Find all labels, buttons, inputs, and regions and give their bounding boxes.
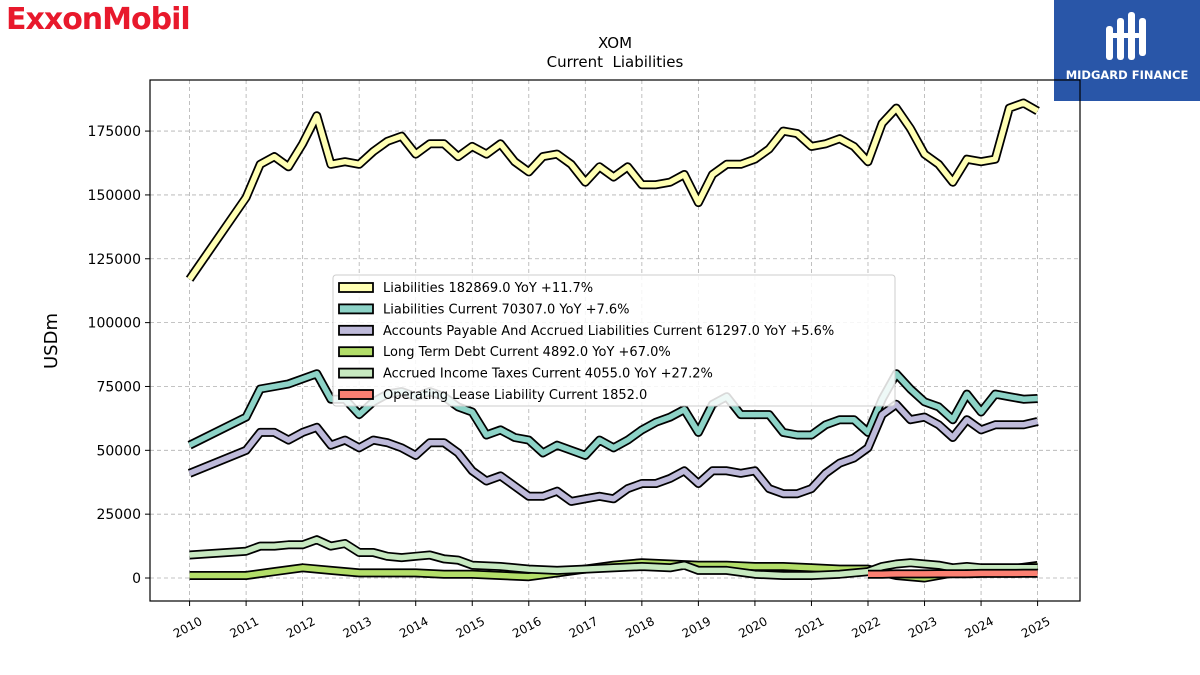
series-4 <box>189 535 1038 580</box>
legend-swatch <box>338 389 374 400</box>
series-line <box>188 370 1038 459</box>
x-tick-label: 2014 <box>397 614 431 641</box>
legend-swatch <box>338 367 374 379</box>
x-tick-label: 2013 <box>341 614 375 641</box>
legend-swatch <box>338 303 374 315</box>
series-5 <box>868 568 1038 579</box>
x-tick-label: 2011 <box>227 614 261 641</box>
series-2 <box>187 399 1039 506</box>
legend-label: Liabilities Current 70307.0 YoY +7.6% <box>383 302 630 317</box>
legend-swatch <box>338 346 374 358</box>
y-tick-label: 50000 <box>96 443 141 459</box>
y-tick-label: 25000 <box>96 507 141 523</box>
x-tick-label: 2016 <box>510 614 544 641</box>
x-tick-label: 2010 <box>171 614 205 641</box>
y-tick-label: 100000 <box>88 316 141 332</box>
x-tick-label: 2025 <box>1019 614 1053 641</box>
exxonmobil-logo: ExxonMobil <box>6 2 191 37</box>
y-tick-label: 125000 <box>88 252 141 268</box>
y-tick-label: 75000 <box>96 379 141 395</box>
chart-subtitle: Current Liabilities <box>547 53 684 71</box>
plot-frame <box>149 79 1081 602</box>
x-tick-label: 2018 <box>623 614 657 641</box>
series-line <box>868 570 1038 577</box>
series-line <box>189 536 1038 579</box>
x-tick-label: 2020 <box>736 614 770 641</box>
series-0 <box>185 98 1040 282</box>
x-tick-label: 2019 <box>680 614 714 641</box>
series-line <box>188 401 1039 505</box>
x-tick-label: 2023 <box>906 614 940 641</box>
series-layer <box>185 98 1040 583</box>
legend-swatch <box>338 282 374 293</box>
x-tick-label: 2021 <box>793 614 827 641</box>
midgard-finance-logo: MIDGARD FINANCE <box>1054 0 1200 101</box>
legend-label: Liabilities 182869.0 YoY +11.7% <box>383 281 593 296</box>
series-1 <box>187 369 1038 460</box>
legend-label: Long Term Debt Current 4892.0 YoY +67.0% <box>383 345 671 360</box>
midgard-finance-label: MIDGARD FINANCE <box>1065 68 1189 82</box>
legend-label: Accrued Income Taxes Current 4055.0 YoY … <box>383 367 713 382</box>
y-tick-label: 150000 <box>88 188 141 204</box>
legend: Liabilities 182869.0 YoY +11.7% Liabiliti… <box>332 274 896 407</box>
legend-label: Operating Lease Liability Current 1852.0 <box>383 388 647 403</box>
y-tick-label: 0 <box>132 571 141 587</box>
x-tick-label: 2012 <box>284 614 318 641</box>
x-tick-label: 2015 <box>454 614 488 641</box>
x-tick-label: 2017 <box>567 614 601 641</box>
series-line <box>187 100 1039 281</box>
chart-title: XOM <box>598 34 632 52</box>
legend-label: Accounts Payable And Accrued Liabilities… <box>383 324 834 339</box>
x-tick-label: 2024 <box>962 614 996 641</box>
y-axis-label: USDm <box>41 313 62 369</box>
legend-swatch <box>338 324 374 336</box>
y-tick-label: 175000 <box>88 124 141 140</box>
midgard-finance-emblem-icon <box>1106 12 1146 60</box>
legend-box <box>332 274 896 407</box>
x-tick-label: 2022 <box>849 614 883 641</box>
